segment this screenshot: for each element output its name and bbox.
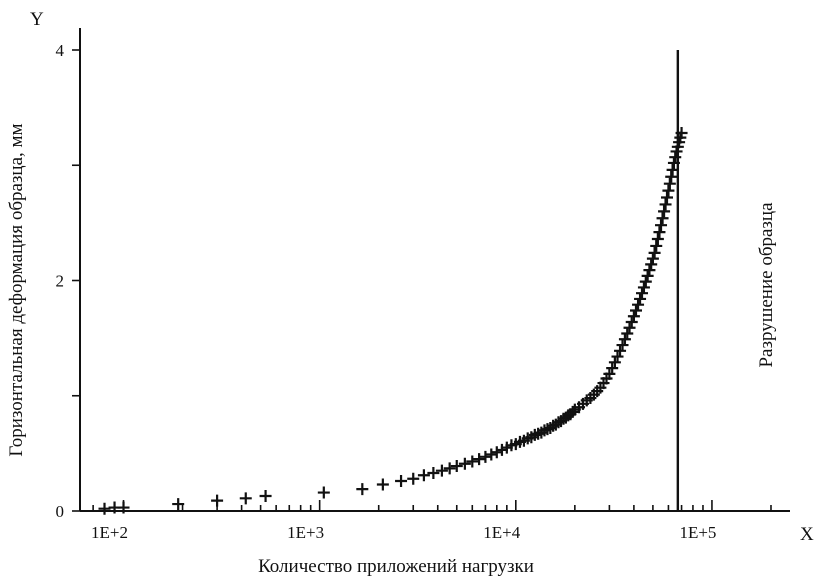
data-point-marker bbox=[427, 466, 440, 479]
x-tick-label: 1E+3 bbox=[287, 523, 324, 542]
data-point-marker bbox=[259, 490, 272, 503]
data-point-marker bbox=[632, 298, 645, 311]
data-point-marker bbox=[636, 287, 649, 300]
data-point-marker bbox=[643, 264, 656, 277]
x-axis-title: Количество приложений нагрузки bbox=[258, 556, 534, 577]
data-point-marker bbox=[566, 405, 579, 418]
y-tick-label: 4 bbox=[56, 41, 65, 60]
axes bbox=[79, 28, 790, 512]
data-point-marker bbox=[616, 339, 629, 352]
data-point-marker bbox=[625, 315, 638, 328]
data-point-marker bbox=[458, 457, 471, 470]
data-point-marker bbox=[634, 292, 647, 305]
data-point-marker bbox=[417, 469, 430, 482]
data-point-marker bbox=[665, 170, 678, 183]
x-tick-label: 1E+2 bbox=[91, 523, 128, 542]
data-point-marker bbox=[646, 252, 659, 265]
data-point-marker bbox=[655, 219, 668, 232]
data-point-marker bbox=[473, 453, 486, 466]
data-markers bbox=[98, 126, 688, 515]
failure-annotation: Разрушение образца bbox=[756, 202, 777, 368]
data-point-marker bbox=[661, 191, 673, 204]
data-point-marker bbox=[611, 350, 624, 363]
data-point-marker bbox=[606, 362, 619, 375]
data-point-marker bbox=[479, 450, 492, 463]
data-point-marker bbox=[395, 475, 408, 488]
data-point-marker bbox=[211, 494, 224, 507]
data-point-marker bbox=[641, 269, 654, 282]
data-point-marker bbox=[623, 321, 636, 334]
data-point-marker bbox=[618, 333, 631, 346]
y-tick-label: 2 bbox=[56, 272, 65, 291]
axis-ticks: 0 2 4 1E+2 1E+3 1E+4 1E+5 bbox=[56, 41, 772, 542]
data-point-marker bbox=[614, 344, 627, 357]
x-tick-label: 1E+5 bbox=[679, 523, 716, 542]
data-point-marker bbox=[98, 502, 111, 515]
data-point-marker bbox=[485, 448, 498, 461]
data-point-marker bbox=[627, 310, 640, 323]
y-tick-label: 0 bbox=[56, 502, 65, 521]
data-point-marker bbox=[450, 460, 463, 473]
data-point-marker bbox=[659, 198, 672, 211]
data-point-marker bbox=[669, 151, 682, 164]
data-point-marker bbox=[466, 455, 479, 468]
data-point-marker bbox=[621, 327, 634, 340]
x-tick-label: 1E+4 bbox=[483, 523, 520, 542]
data-point-marker bbox=[666, 163, 679, 176]
y-axis-title: Горизонтальная деформация образца, мм bbox=[6, 123, 27, 456]
data-point-marker bbox=[645, 258, 658, 271]
data-point-marker bbox=[662, 184, 675, 197]
data-point-marker bbox=[648, 246, 661, 259]
data-point-marker bbox=[490, 446, 503, 459]
data-point-marker bbox=[356, 483, 369, 496]
data-point-marker bbox=[650, 239, 663, 252]
data-point-marker bbox=[317, 486, 330, 499]
data-point-marker bbox=[651, 233, 664, 246]
data-point-marker bbox=[608, 356, 621, 369]
data-point-marker bbox=[656, 212, 669, 225]
data-point-marker bbox=[435, 464, 448, 477]
y-axis-name: Y bbox=[30, 9, 44, 30]
data-point-marker bbox=[407, 472, 420, 485]
data-point-marker bbox=[443, 462, 456, 475]
data-point-marker bbox=[629, 304, 642, 317]
data-point-marker bbox=[637, 281, 650, 294]
data-point-marker bbox=[239, 492, 252, 505]
x-axis-name: X bbox=[800, 524, 814, 545]
data-point-marker bbox=[639, 275, 652, 288]
data-point-marker bbox=[658, 205, 671, 218]
data-point-marker bbox=[117, 501, 130, 514]
data-point-marker bbox=[663, 177, 676, 190]
data-point-marker bbox=[603, 367, 616, 380]
data-point-marker bbox=[653, 226, 666, 239]
data-point-marker bbox=[376, 478, 389, 491]
data-point-marker bbox=[172, 498, 185, 511]
